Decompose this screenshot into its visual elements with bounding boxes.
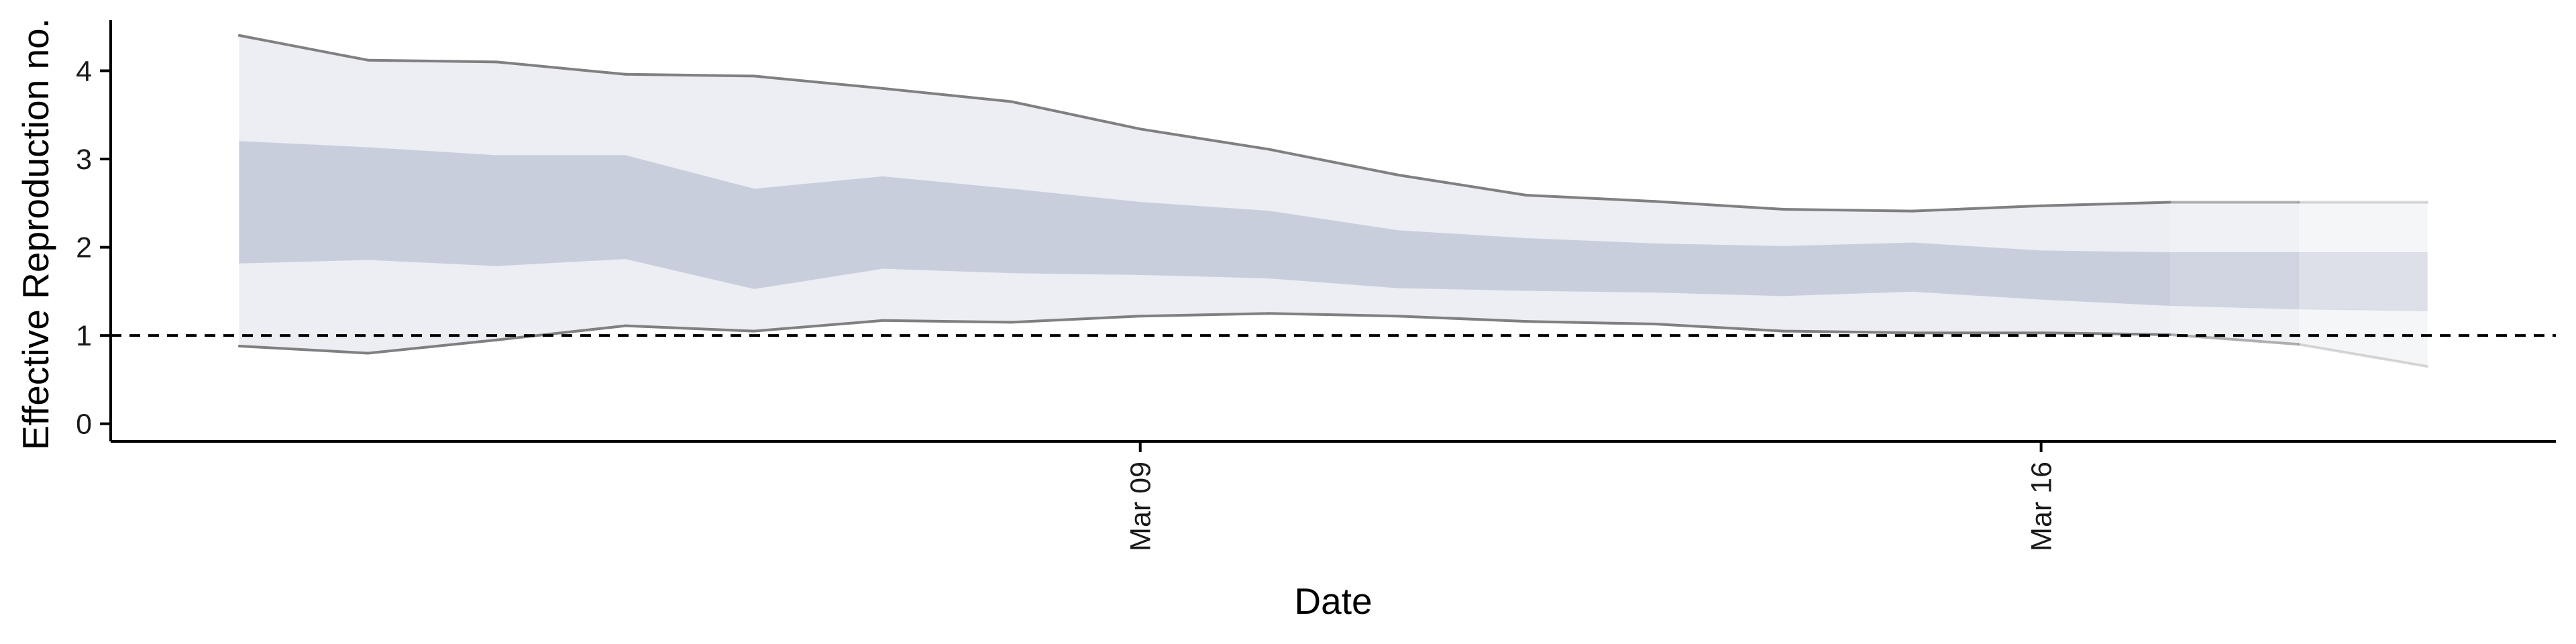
upper-bound-line — [1138, 127, 1271, 151]
outline-layer — [237, 34, 2429, 368]
lower-bound-line — [1138, 312, 1271, 318]
inner-band-segment — [1397, 230, 1527, 291]
upper-bound-line — [366, 58, 498, 64]
upper-bound-line — [881, 87, 1013, 103]
inner-band-segment — [2298, 252, 2428, 311]
lower-bound-line — [1010, 315, 1142, 324]
lower-bound-line — [624, 324, 756, 333]
upper-bound-line — [1396, 173, 1528, 197]
ticks-layer: 0 1 2 3 4 Mar 09 Mar 16 — [76, 56, 2058, 551]
inner-band-segment — [1912, 242, 2042, 300]
upper-bound-line — [1782, 208, 1914, 213]
lower-bound-line — [495, 324, 627, 341]
upper-bound-line — [1911, 204, 2043, 213]
lower-bound-line — [753, 319, 885, 333]
inner-band-segment — [496, 155, 626, 266]
inner-band-segment — [239, 141, 369, 264]
x-tick-label: Mar 09 — [1125, 462, 1157, 551]
inner-band-segment — [1011, 189, 1141, 275]
y-tick-label: 2 — [76, 232, 92, 264]
x-tick-label: Mar 16 — [2026, 462, 2058, 551]
lower-bound-line — [1396, 315, 1528, 323]
y-axis-title: Effective Reproduction no. — [15, 18, 56, 450]
upper-bound-line — [2039, 201, 2171, 207]
lower-bound-line — [1267, 312, 1399, 318]
lower-bound-line — [366, 338, 498, 355]
inner-band-segment — [882, 176, 1012, 274]
inner-band-segment — [2041, 250, 2170, 306]
y-tick-label: 4 — [76, 56, 92, 88]
inner-band-segment — [1140, 201, 1270, 279]
upper-bound-line — [1010, 100, 1142, 131]
lower-bound-line — [2297, 343, 2429, 368]
lower-bound-line — [881, 319, 1013, 324]
inner-band-segment — [1783, 242, 1913, 297]
upper-bound-line — [495, 60, 627, 76]
upper-bound-line — [1654, 200, 1785, 211]
upper-bound-line — [1525, 193, 1657, 203]
lower-bound-line — [1654, 323, 1785, 333]
inner-band-segment — [1654, 243, 1784, 297]
inner-band-segment — [2169, 252, 2299, 310]
upper-bound-line — [753, 74, 885, 90]
axes-layer — [109, 20, 2556, 443]
bands-layer — [239, 35, 2428, 367]
inner-band-segment — [1525, 237, 1656, 293]
lower-bound-line — [237, 344, 370, 355]
upper-bound-line — [1267, 148, 1399, 176]
lower-bound-line — [2168, 333, 2300, 346]
y-tick-label: 3 — [76, 144, 92, 176]
y-tick-label: 0 — [76, 409, 92, 441]
lower-bound-line — [1782, 329, 1914, 335]
x-axis-title: Date — [1294, 580, 1372, 622]
lower-bound-line — [1525, 320, 1657, 326]
upper-bound-line — [624, 72, 756, 78]
upper-bound-line — [237, 34, 370, 62]
y-tick-label: 1 — [76, 320, 92, 352]
inner-band-segment — [368, 147, 498, 266]
